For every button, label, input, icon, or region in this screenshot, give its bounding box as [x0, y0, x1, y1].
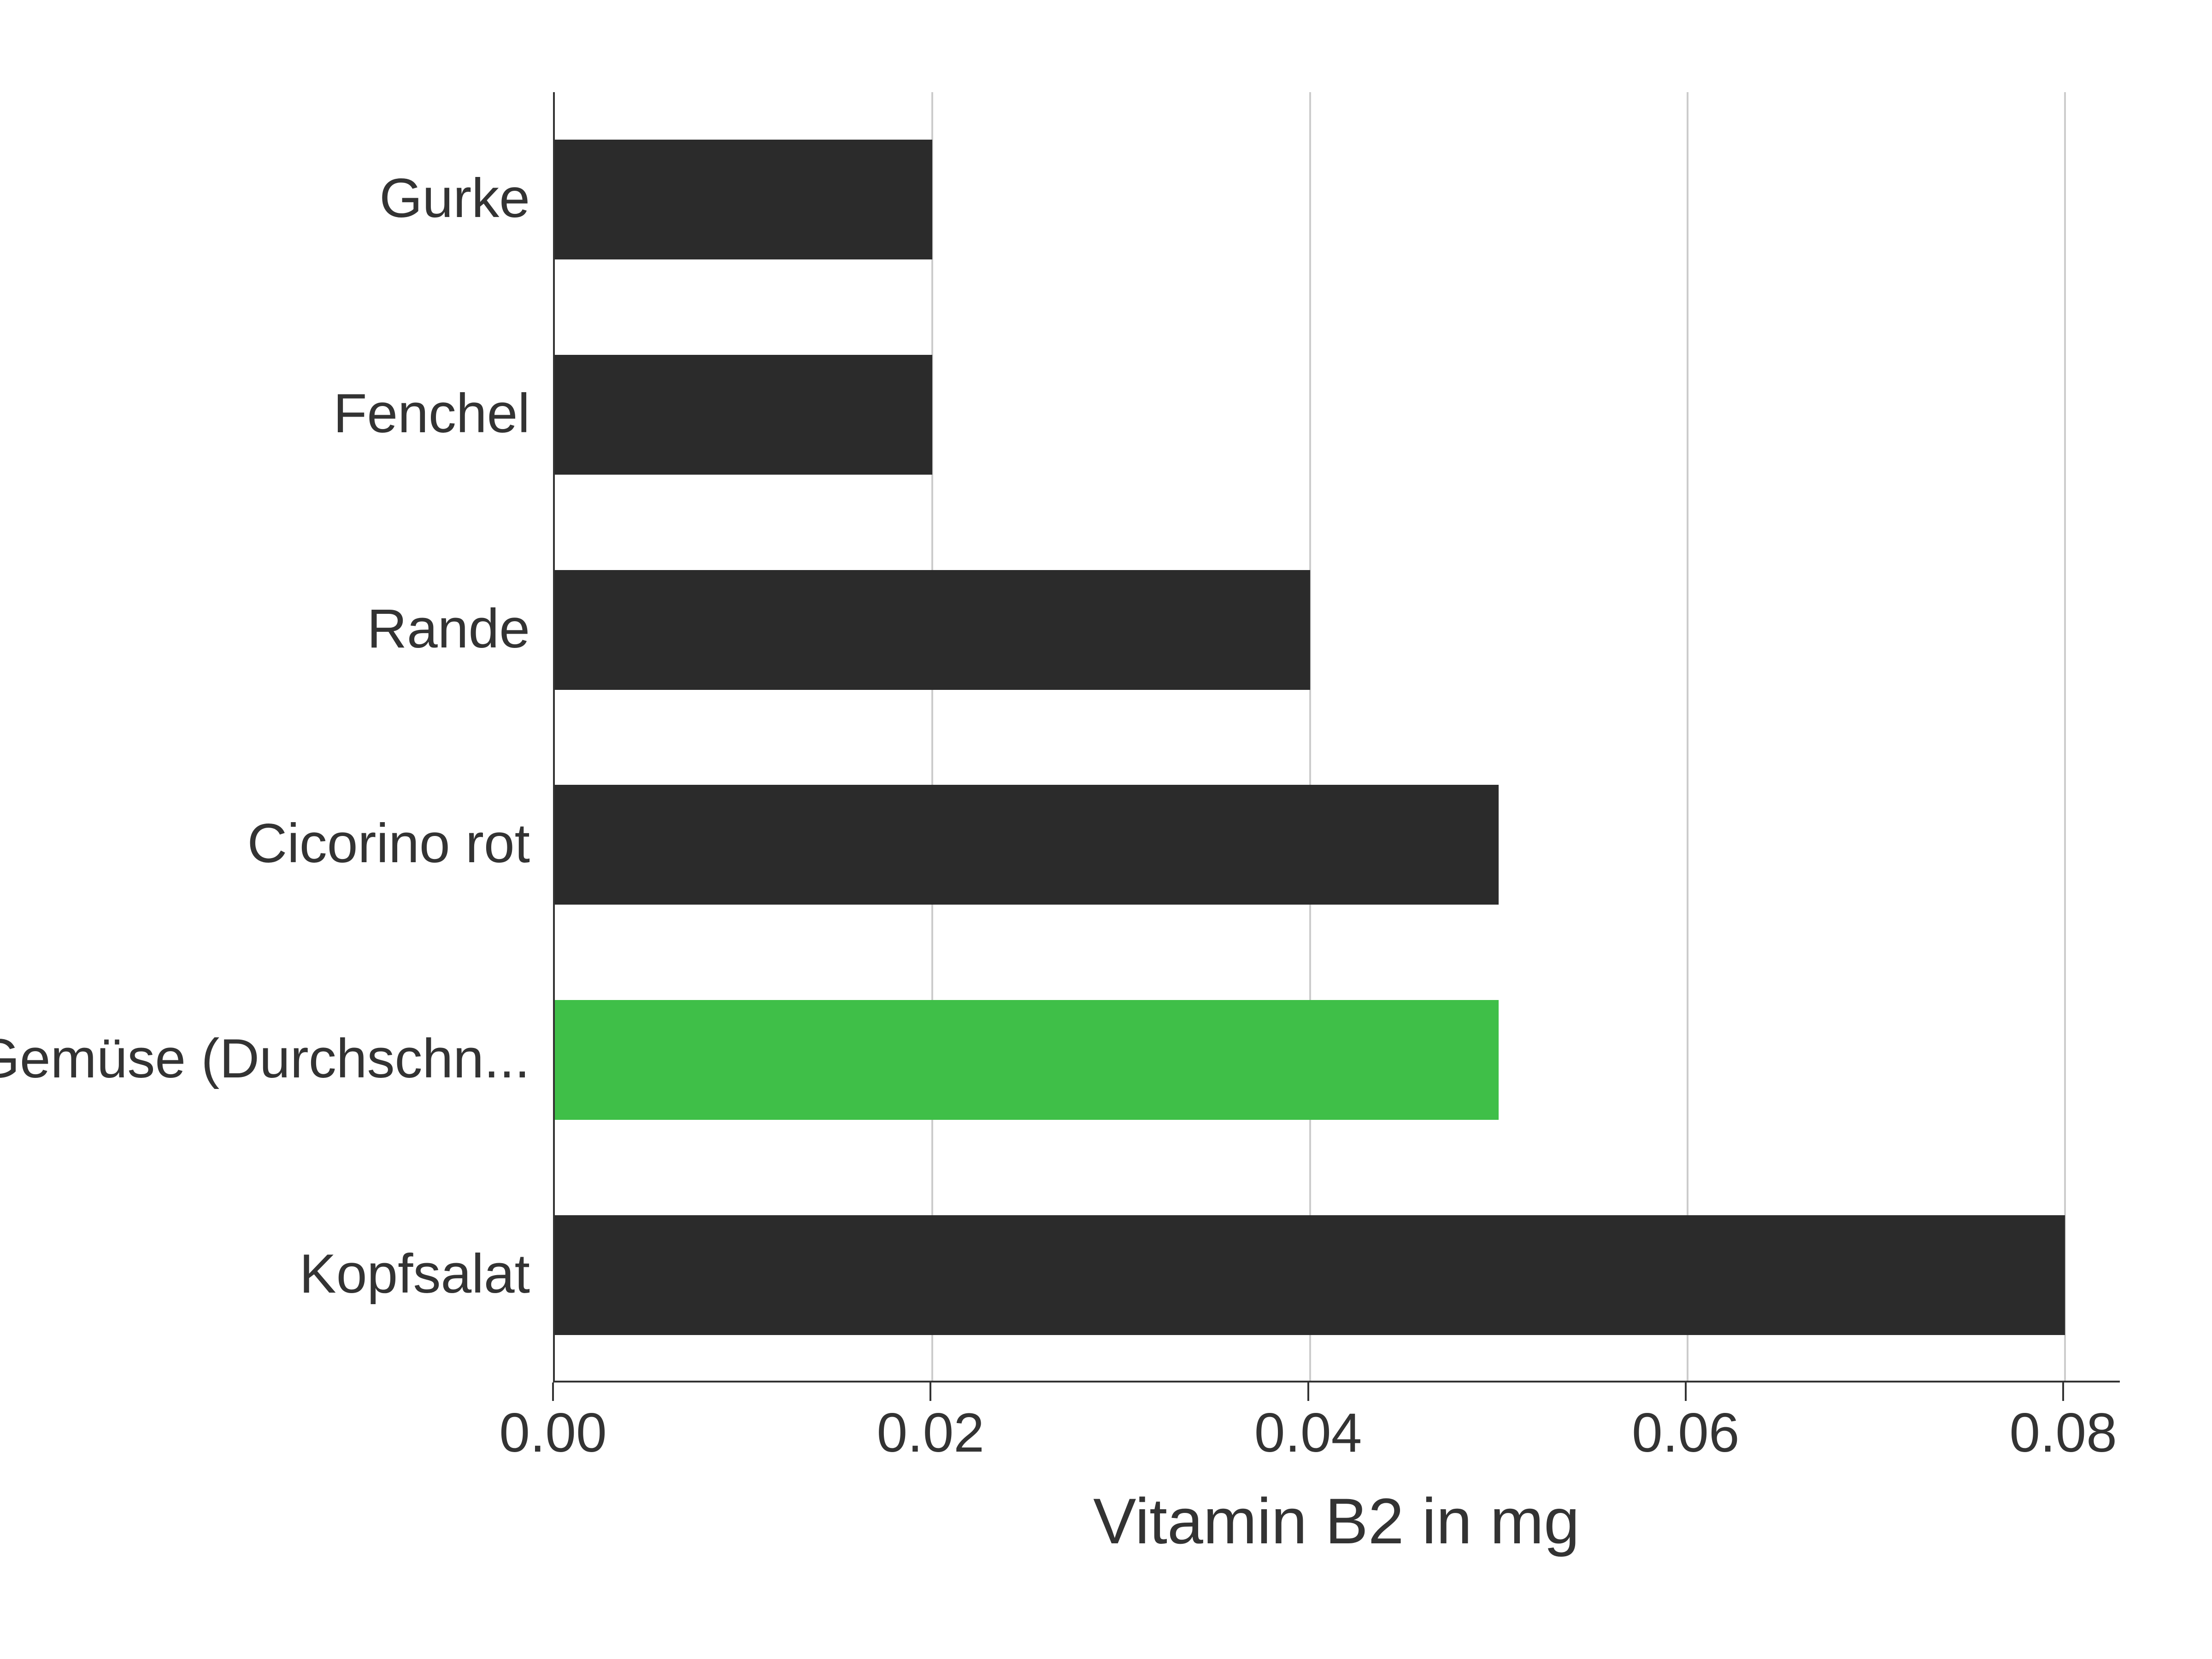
- y-axis-label: Rande: [367, 597, 530, 660]
- bar: [555, 140, 932, 259]
- x-tick-mark: [552, 1382, 554, 1401]
- gridline: [1309, 92, 1311, 1381]
- x-tick-mark: [1307, 1382, 1309, 1401]
- bar: [555, 1215, 2065, 1335]
- gridline: [1687, 92, 1688, 1381]
- y-axis-label: Gemüse (Durchschn...: [0, 1027, 530, 1090]
- chart-container: Gurke Fenchel Rande Cicorino rot Gemüse (Dur…: [0, 0, 2212, 1659]
- x-tick-label: 0.04: [1254, 1401, 1362, 1465]
- bar: [555, 1000, 1499, 1120]
- y-axis-label: Cicorino rot: [247, 812, 530, 875]
- gridline: [2064, 92, 2066, 1381]
- x-tick-label: 0.08: [2009, 1401, 2117, 1465]
- y-axis-label: Gurke: [379, 166, 530, 230]
- bar: [555, 570, 1310, 690]
- x-axis-title: Vitamin B2 in mg: [553, 1484, 2120, 1559]
- bar: [555, 355, 932, 475]
- x-tick-mark: [1685, 1382, 1687, 1401]
- x-tick-label: 0.06: [1632, 1401, 1740, 1465]
- y-axis-label: Kopfsalat: [300, 1242, 530, 1306]
- x-tick-mark: [2062, 1382, 2064, 1401]
- x-tick-mark: [930, 1382, 931, 1401]
- gridline: [931, 92, 933, 1381]
- bar: [555, 785, 1499, 905]
- x-tick-label: 0.02: [877, 1401, 984, 1465]
- x-tick-label: 0.00: [499, 1401, 607, 1465]
- plot-area: [553, 92, 2120, 1382]
- y-axis-label: Fenchel: [333, 382, 530, 445]
